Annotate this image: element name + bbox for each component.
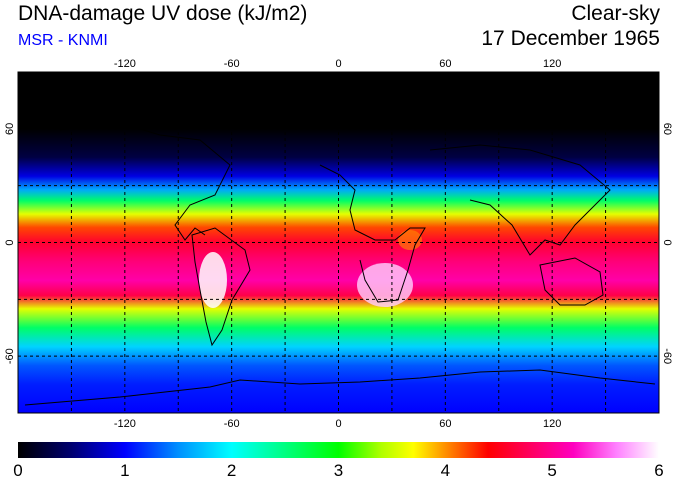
coastline-antarctica [24, 369, 656, 406]
coastline-asia [429, 144, 611, 256]
colorbar-tick-label: 5 [547, 461, 556, 480]
source-label: MSR - KNMI [18, 32, 108, 49]
lon-tick-label-bottom: 120 [543, 418, 561, 430]
longitude-ticks-bottom: -120 -60 0 60 120 [114, 418, 562, 430]
coastline-north-america [59, 119, 231, 241]
lat-tick-label-right: 0 [661, 239, 673, 245]
lat-tick-label-right: -60 [661, 348, 673, 364]
andes-high-dose [199, 252, 227, 308]
map-frame [17, 71, 660, 414]
lat-tick-label-left: -60 [4, 348, 16, 364]
lon-tick-label-bottom: -60 [224, 418, 240, 430]
east-africa-orange [398, 230, 422, 250]
colorbar-tick-label: 0 [13, 461, 22, 480]
lon-tick-label-top: 120 [543, 58, 561, 70]
lat-tick-label-right: 60 [661, 123, 673, 135]
map-title: DNA-damage UV dose (kJ/m2) [18, 2, 308, 25]
colorbar-gradient [18, 442, 659, 458]
lon-tick-label-top: 0 [335, 58, 341, 70]
lon-tick-label-bottom: 60 [439, 418, 451, 430]
lon-tick-label-bottom: 0 [335, 418, 341, 430]
lon-tick-label-top: -60 [224, 58, 240, 70]
lon-tick-label-top: 60 [439, 58, 451, 70]
date-label: 17 December 1965 [481, 27, 660, 50]
lat-tick-label-left: 0 [4, 239, 16, 245]
colorbar-tick-label: 3 [334, 461, 343, 480]
coastline-australia [539, 257, 604, 306]
colorbar-tick-label: 6 [654, 461, 663, 480]
coastline-europe-africa [319, 164, 426, 303]
colorbar-ticks: 0 1 2 3 4 5 6 [13, 461, 663, 480]
colorbar-tick-label: 1 [120, 461, 129, 480]
colorbar-tick-label: 4 [441, 461, 450, 480]
lon-tick-label-top: -120 [114, 58, 136, 70]
lat-tick-label-left: 60 [4, 123, 16, 135]
longitude-ticks-top: -120 -60 0 60 120 [114, 58, 562, 70]
lon-tick-label-bottom: -120 [114, 418, 136, 430]
latitude-ticks-left: 60 0 -60 [4, 123, 16, 364]
sky-condition-label: Clear-sky [571, 2, 660, 25]
coastlines [24, 119, 656, 406]
colorbar-tick-label: 2 [227, 461, 236, 480]
graticule [18, 72, 659, 413]
latitude-ticks-right: 60 0 -60 [661, 123, 673, 364]
